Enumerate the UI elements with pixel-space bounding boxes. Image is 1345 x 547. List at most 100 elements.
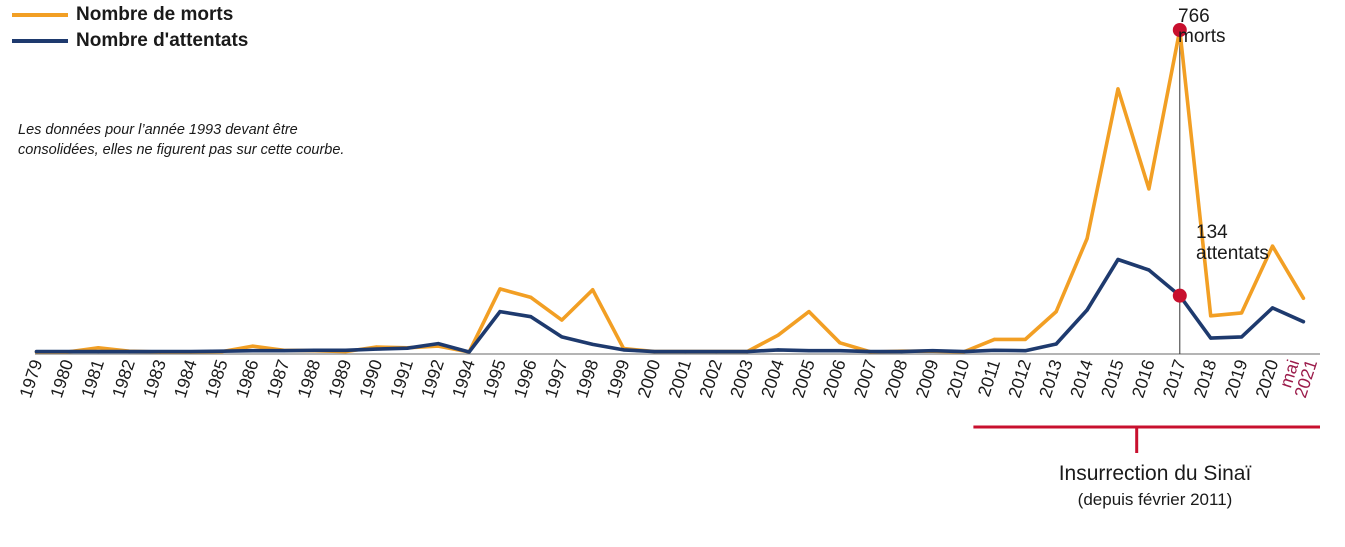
x-tick-label: 2013 <box>1035 357 1066 400</box>
x-tick-label: 1980 <box>46 357 77 400</box>
series-line-1 <box>34 257 1306 354</box>
data-point <box>745 349 749 354</box>
data-point <box>282 349 286 353</box>
data-point <box>683 349 688 354</box>
legend-item-deaths: Nombre de morts <box>12 2 248 28</box>
data-point <box>1054 310 1058 314</box>
data-point <box>529 295 533 299</box>
data-point <box>652 349 657 354</box>
x-tick-label: 1982 <box>108 357 139 400</box>
data-point <box>1240 311 1244 315</box>
x-tick-label: 2012 <box>1004 357 1035 400</box>
data-point <box>498 310 502 314</box>
x-tick-label: 1988 <box>293 357 324 400</box>
attacks-peak-unit: attentats <box>1196 243 1269 264</box>
data-point <box>1301 320 1305 324</box>
legend-label-deaths: Nombre de morts <box>76 4 234 25</box>
x-tick-label: 2000 <box>633 357 664 400</box>
data-point <box>900 349 904 354</box>
attacks-peak-value: 134 <box>1196 222 1228 243</box>
data-point <box>1270 244 1275 248</box>
data-point <box>405 346 409 350</box>
x-tick-label: 2002 <box>695 357 726 400</box>
data-point <box>251 349 255 353</box>
data-point <box>34 349 39 354</box>
data-point <box>1085 308 1089 312</box>
x-tick-label: 1989 <box>324 357 355 400</box>
data-point <box>343 348 348 352</box>
deaths-peak-unit: morts <box>1178 26 1226 47</box>
data-point <box>189 349 193 354</box>
x-tick-label: 2018 <box>1189 357 1220 400</box>
x-tick-label: 2003 <box>726 357 757 400</box>
data-point <box>1240 335 1244 339</box>
data-point <box>96 346 100 350</box>
x-tick-label: 2019 <box>1220 357 1251 400</box>
x-tick-label: 1984 <box>170 357 201 400</box>
data-point <box>622 348 626 352</box>
data-point <box>1147 268 1151 272</box>
x-tick-label: 2007 <box>850 357 881 400</box>
x-tick-label: 1979 <box>15 357 46 400</box>
data-point <box>714 349 718 354</box>
legend: Nombre de morts Nombre d'attentats <box>12 2 248 54</box>
x-tick-label: 2009 <box>911 357 942 400</box>
data-point <box>776 333 780 337</box>
x-tick-label: 2017 <box>1159 357 1190 400</box>
data-point <box>560 318 564 322</box>
x-tick-label: 1998 <box>571 357 602 400</box>
x-tick-label: 2010 <box>942 357 973 400</box>
attacks-peak-marker <box>1172 288 1187 303</box>
data-point <box>1147 187 1151 191</box>
x-tick-label: 1985 <box>201 357 232 400</box>
data-point <box>313 348 317 352</box>
data-note: Les données pour l’année 1993 devant êtr… <box>18 122 345 158</box>
x-tick-label: 1990 <box>355 357 386 400</box>
x-tick-label: 2016 <box>1128 357 1159 400</box>
data-point <box>220 349 224 353</box>
legend-label-attacks: Nombre d'attentats <box>76 30 249 51</box>
data-point <box>1270 306 1275 310</box>
data-point <box>869 349 873 354</box>
x-tick-label: 1996 <box>510 357 541 400</box>
data-point <box>1209 314 1213 318</box>
period-sublabel: (depuis février 2011) <box>1077 490 1233 509</box>
x-tick-label: 2011 <box>974 357 1005 399</box>
data-point <box>591 288 595 292</box>
data-point <box>1023 337 1027 341</box>
data-point <box>992 348 997 352</box>
x-tick-label: 2006 <box>819 357 850 400</box>
x-tick-label: 2001 <box>664 357 695 400</box>
data-point <box>992 337 997 341</box>
data-point <box>1054 342 1058 346</box>
x-tick-label: 1992 <box>417 357 448 400</box>
x-tick-label: 1983 <box>139 357 170 400</box>
x-tick-label: 2014 <box>1066 357 1097 400</box>
data-point <box>807 349 811 353</box>
x-tick-label: 1999 <box>602 357 633 400</box>
x-tick-label: 2015 <box>1097 357 1128 400</box>
data-point <box>591 342 595 347</box>
data-point <box>776 348 780 352</box>
data-point <box>1023 349 1027 353</box>
x-tick-label: 2005 <box>788 357 819 400</box>
data-point <box>158 349 162 354</box>
data-point <box>838 341 842 345</box>
x-tick-label: 2004 <box>757 357 788 400</box>
x-tick-label: 2008 <box>880 357 911 400</box>
x-tick-label: 1997 <box>541 357 572 400</box>
series-line-0 <box>34 28 1306 354</box>
deaths-peak-value: 766 <box>1178 6 1210 27</box>
data-point <box>65 349 69 354</box>
data-point <box>961 349 966 354</box>
legend-swatch-attacks <box>12 39 68 43</box>
data-point <box>1116 257 1120 262</box>
x-tick-label: 1994 <box>448 357 479 400</box>
deaths-peak-marker <box>1172 23 1187 37</box>
data-point <box>467 350 471 354</box>
data-point <box>1085 236 1089 241</box>
x-tick-label: 1987 <box>262 357 293 400</box>
data-point <box>374 347 378 351</box>
legend-swatch-deaths <box>12 13 68 17</box>
